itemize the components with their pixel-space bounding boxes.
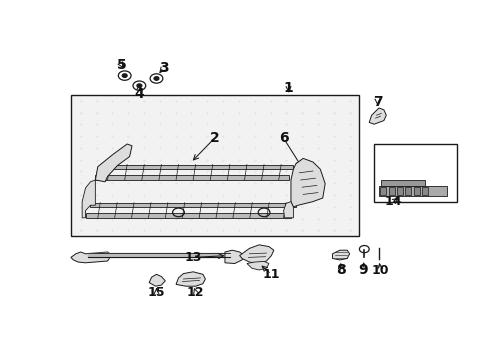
Text: 7: 7 [372,95,382,108]
Polygon shape [176,272,205,286]
Bar [373,144,456,202]
Text: 1: 1 [283,81,293,95]
Bar [421,187,427,195]
Circle shape [137,84,142,87]
Text: 9: 9 [357,263,367,277]
Text: 11: 11 [262,268,280,281]
Text: 2: 2 [210,131,220,144]
Bar [381,180,425,186]
Polygon shape [239,245,273,264]
Text: 12: 12 [186,286,204,299]
Polygon shape [90,203,295,207]
Polygon shape [71,252,110,263]
Bar [396,187,402,195]
Polygon shape [290,158,325,207]
Bar [405,187,410,195]
Circle shape [122,74,127,77]
Polygon shape [82,180,95,218]
Bar [378,186,447,196]
Text: 5: 5 [116,58,126,72]
Text: 10: 10 [371,264,388,276]
Polygon shape [95,144,132,182]
Text: 3: 3 [159,61,168,75]
Text: 6: 6 [278,131,288,145]
Polygon shape [368,108,386,124]
Polygon shape [224,250,244,264]
Text: 15: 15 [147,286,165,299]
Bar [380,187,386,195]
Text: 13: 13 [184,251,202,264]
Circle shape [154,77,159,80]
Polygon shape [149,274,165,286]
Text: 14: 14 [384,195,402,208]
Polygon shape [95,175,288,180]
Bar [71,95,359,236]
Polygon shape [332,250,349,260]
Polygon shape [85,213,290,218]
Text: 4: 4 [134,87,144,100]
Polygon shape [100,165,293,169]
Bar [388,187,394,195]
Polygon shape [246,261,268,270]
Bar [413,187,419,195]
Polygon shape [283,202,293,218]
Text: 8: 8 [335,263,345,277]
